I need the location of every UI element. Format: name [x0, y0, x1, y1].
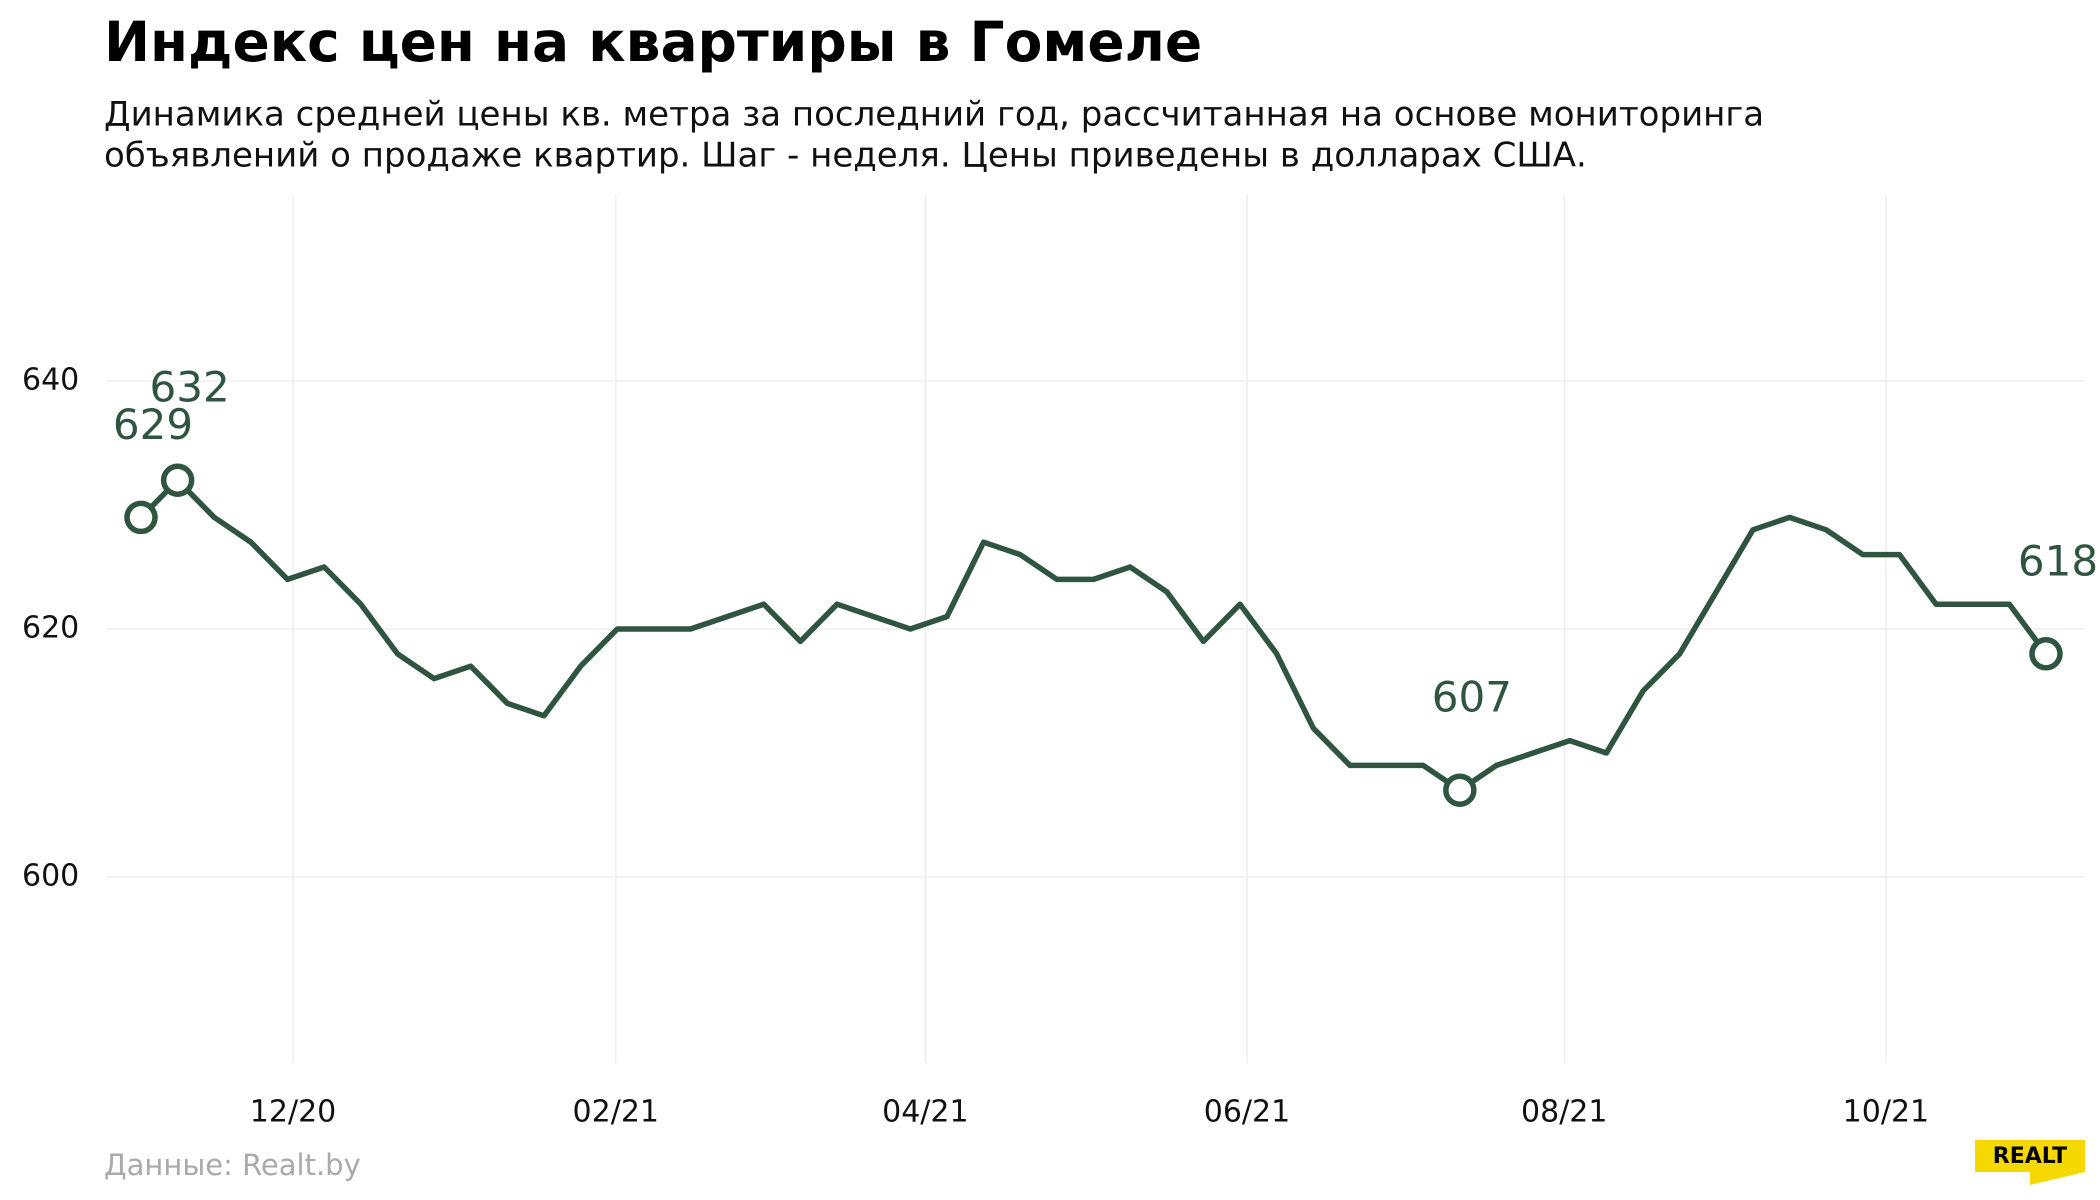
highlight-point: [160, 463, 195, 497]
chart-title: Индекс цен на квартиры в Гомеле: [104, 10, 1202, 74]
y-tick-label: 600: [22, 859, 79, 894]
logo: REALT: [1975, 1140, 2085, 1185]
data-label: 607: [1432, 673, 1512, 722]
data-label: 632: [150, 363, 230, 412]
highlight-point: [1443, 773, 1477, 807]
data-label: 629: [113, 400, 193, 449]
highlight-point: [124, 500, 158, 535]
data-label: 618: [2018, 536, 2098, 585]
x-tick-label: 06/21: [1204, 1095, 1290, 1130]
subtitle: Динамика средней цены кв. метра за после…: [104, 95, 1764, 135]
highlight-point: [2029, 637, 2063, 671]
x-tick-label: 08/21: [1521, 1095, 1607, 1130]
source: Данные: Realt.by: [104, 1148, 361, 1182]
y-tick-label: 640: [22, 363, 79, 398]
x-tick-label: 12/20: [250, 1095, 336, 1130]
subtitle: объявлений о продаже квартир. Шаг - неде…: [104, 136, 1587, 176]
x-tick-label: 02/21: [573, 1095, 659, 1130]
logo-shape: [1975, 1140, 2085, 1185]
x-tick-label: 04/21: [882, 1095, 968, 1130]
x-tick-label: 10/21: [1843, 1095, 1929, 1130]
logo-text: REALT: [1993, 1144, 2067, 1169]
line: [139, 477, 2049, 793]
y-tick-label: 620: [22, 611, 79, 646]
